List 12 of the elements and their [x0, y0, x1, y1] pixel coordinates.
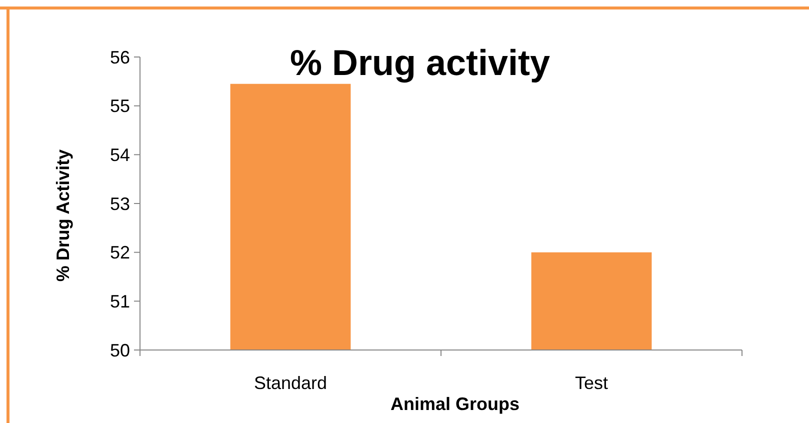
x-axis-title: Animal Groups — [390, 394, 520, 414]
x-tick-label: Standard — [254, 373, 328, 393]
x-tick-label: Test — [574, 373, 608, 393]
y-tick-label: 52 — [110, 242, 130, 263]
y-axis-title: % Drug Activity — [53, 149, 73, 282]
y-tick-label: 50 — [110, 340, 130, 360]
chart-title: % Drug activity — [290, 42, 550, 83]
y-tick-label: 53 — [110, 194, 130, 214]
y-tick-label: 51 — [110, 291, 130, 312]
y-tick-label: 55 — [110, 96, 130, 116]
y-tick-label: 56 — [110, 47, 130, 68]
y-tick-label: 54 — [110, 144, 130, 165]
